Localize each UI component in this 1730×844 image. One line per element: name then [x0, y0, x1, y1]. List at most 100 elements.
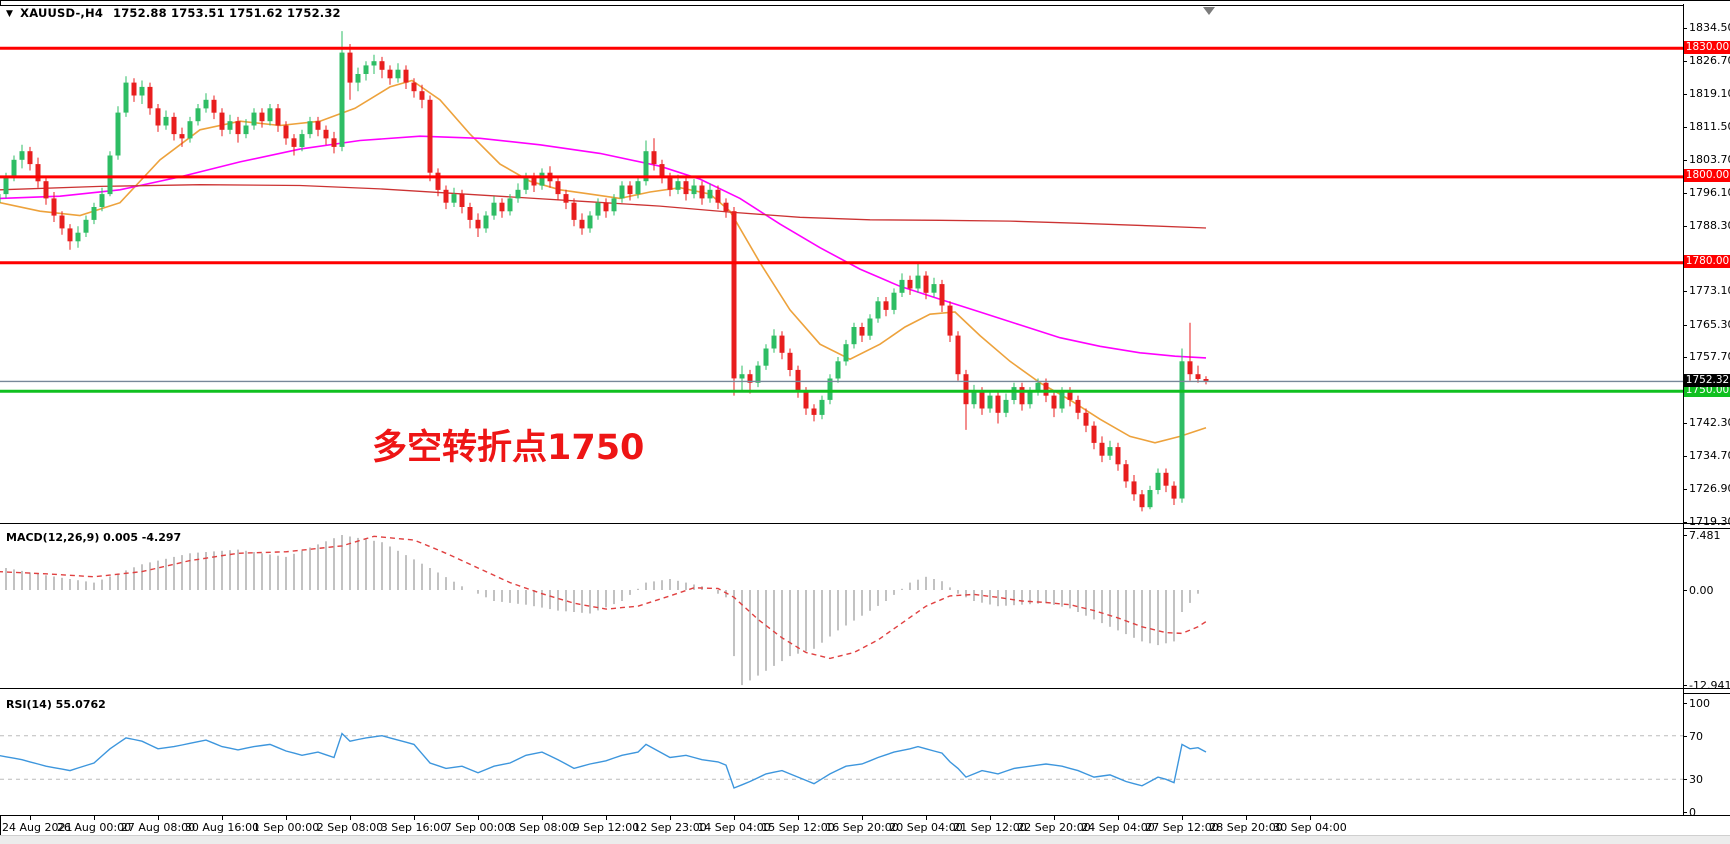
rsi-indicator-panel[interactable] [0, 693, 1684, 815]
candle-body-bear [723, 202, 729, 212]
candle-body-bear [1187, 361, 1193, 375]
candle-body-bear [323, 129, 329, 139]
candle-body-bull [115, 112, 121, 156]
candle-body-bear [131, 82, 137, 96]
candle-body-bear [259, 112, 265, 122]
time-axis-label: 28 Sep 20:00 [1209, 821, 1283, 834]
candle-body-bull [867, 318, 873, 336]
time-axis-label: 14 Sep 04:00 [697, 821, 771, 834]
candle-body-bull [491, 202, 497, 216]
time-tick [926, 816, 927, 820]
candle-body-bull [1155, 472, 1161, 490]
time-tick [350, 816, 351, 820]
candle-body-bear [35, 164, 41, 182]
candle-body-bear [235, 121, 241, 135]
candle-body-bear [1163, 472, 1169, 486]
time-axis[interactable]: 24 Aug 2021 26 Aug 00:00 27 Aug 08:00 30 Au… [0, 816, 1730, 835]
price-tick-label: 1796.10 [1689, 186, 1730, 199]
chevron-down-icon[interactable]: ▼ [6, 9, 14, 19]
candle-body-bear [555, 181, 561, 195]
candle-body-bear [747, 374, 753, 383]
candle-body-bull [371, 61, 377, 66]
candle-body-bull [163, 116, 169, 126]
time-tick [1054, 816, 1055, 820]
candle-body-bear [43, 181, 49, 199]
candle-body-bear [1019, 387, 1025, 405]
candle-body-bear [171, 116, 177, 135]
price-tag-1830.00: 1830.00 [1684, 41, 1730, 54]
macd-scale-label: 7.481 [1689, 529, 1721, 542]
candle-body-bull [363, 65, 369, 74]
time-tick [30, 816, 31, 820]
candle-body-bear [907, 279, 913, 289]
candle-body-bear [563, 194, 569, 203]
macd-chart-canvas[interactable] [0, 527, 1684, 689]
candle-body-bull [1059, 391, 1065, 409]
candle-body-bear [683, 181, 689, 195]
candle-body-bear [347, 52, 353, 83]
candle-body-bear [1131, 481, 1137, 495]
chart-shift-marker-icon[interactable] [1203, 7, 1215, 15]
candle-body-bear [275, 108, 281, 126]
candlestick-chart-canvas[interactable] [0, 6, 1684, 525]
candle-body-bull [1011, 387, 1017, 400]
candle-body-bear [283, 125, 289, 139]
candle-body-bull [755, 365, 761, 383]
candle-body-bull [1179, 361, 1185, 499]
candle-body-bull [707, 189, 713, 199]
candle-body-bear [155, 108, 161, 126]
candle-body-bull [123, 82, 129, 113]
candle-body-bull [3, 176, 9, 195]
candle-body-bear [667, 176, 673, 190]
candle-body-bull [243, 125, 249, 135]
candle-body-bear [475, 219, 481, 229]
price-tick-dash [1683, 193, 1687, 194]
time-tick [222, 816, 223, 820]
time-tick [670, 816, 671, 820]
time-tick [1118, 816, 1119, 820]
time-tick [414, 816, 415, 820]
candle-body-bear [531, 176, 537, 186]
candle-body-bear [467, 207, 473, 220]
candle-body-bear [803, 391, 809, 409]
macd-signal-line [0, 535, 1207, 660]
macd-scale-dash [1683, 590, 1687, 591]
candle-body-bear [211, 99, 217, 113]
price-tick-dash [1683, 357, 1687, 358]
candle-body-bear [571, 202, 577, 220]
candle-body-bear [1075, 399, 1081, 413]
price-tick-label: 1834.50 [1689, 21, 1730, 34]
macd-indicator-label: MACD(12,26,9) 0.005 -4.297 [6, 531, 182, 544]
candle-body-bull [107, 155, 113, 195]
candle-body-bull [19, 151, 25, 160]
candle-body-bull [619, 185, 625, 199]
rsi-scale-label: 0 [1689, 806, 1696, 819]
candle-body-bear [179, 134, 185, 139]
rsi-chart-canvas[interactable] [0, 693, 1684, 815]
price-tick-dash [1683, 28, 1687, 29]
rsi-scale-label: 100 [1689, 697, 1710, 710]
candle-body-bull [771, 335, 777, 349]
candle-body-bull [971, 391, 977, 405]
price-chart-panel[interactable] [0, 5, 1684, 525]
price-tick-label: 1811.50 [1689, 120, 1730, 133]
rsi-scale-label: 30 [1689, 773, 1703, 786]
candle-body-bear [731, 211, 737, 379]
price-tick-dash [1683, 456, 1687, 457]
price-tick-label: 1742.30 [1689, 416, 1730, 429]
candle-body-bull [739, 374, 745, 379]
price-axis-line [1683, 4, 1684, 816]
rsi-scale-dash [1683, 812, 1687, 813]
rsi-scale-dash [1683, 736, 1687, 737]
candle-body-bull [523, 176, 529, 190]
time-axis-label: 12 Sep 23:00 [633, 821, 707, 834]
time-tick [734, 816, 735, 820]
candle-body-bull [675, 181, 681, 190]
price-tick-dash [1683, 489, 1687, 490]
candle-body-bull [1003, 399, 1009, 413]
ma-mid-magenta-line [0, 135, 1207, 359]
macd-indicator-panel[interactable] [0, 527, 1684, 689]
candle-body-bull [595, 202, 601, 216]
panel-bottom-border [0, 815, 1730, 816]
price-tag-1780.00: 1780.00 [1684, 255, 1730, 268]
